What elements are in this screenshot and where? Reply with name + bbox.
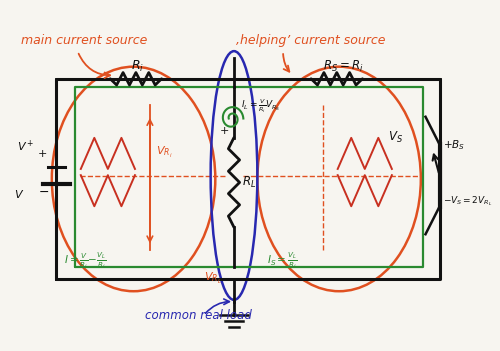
Text: $V$: $V$ (14, 188, 24, 200)
Text: common real load: common real load (145, 309, 252, 322)
Text: $R_S = R_i$: $R_S = R_i$ (322, 59, 364, 74)
Text: $R_i$: $R_i$ (131, 59, 144, 74)
Text: $-$: $-$ (38, 185, 49, 198)
Text: main current source: main current source (22, 34, 148, 47)
Text: $V_{R_i}$: $V_{R_i}$ (156, 145, 172, 160)
Text: $V_S$: $V_S$ (388, 130, 403, 145)
Text: $I_S {=} \frac{V_L}{R_i}$: $I_S {=} \frac{V_L}{R_i}$ (266, 250, 298, 271)
Text: $I_L {=} \frac{V}{R_i} V_{R_S}$: $I_L {=} \frac{V}{R_i} V_{R_S}$ (241, 98, 281, 115)
Text: $R_L$: $R_L$ (242, 175, 256, 190)
Text: $V^+$: $V^+$ (17, 139, 34, 154)
Text: $-V_S{=}2V_{R_L}$: $-V_S{=}2V_{R_L}$ (444, 194, 492, 208)
Text: $+B_S$: $+B_S$ (444, 138, 466, 152)
Text: +: + (38, 148, 47, 159)
Text: $I{=}\frac{V}{R_i}{-}\frac{V_L}{R_i}$: $I{=}\frac{V}{R_i}{-}\frac{V_L}{R_i}$ (64, 250, 106, 271)
Text: $V_{R_L}$: $V_{R_L}$ (204, 271, 222, 286)
Text: +: + (220, 126, 230, 136)
Text: ‚helping’ current source: ‚helping’ current source (236, 34, 386, 47)
